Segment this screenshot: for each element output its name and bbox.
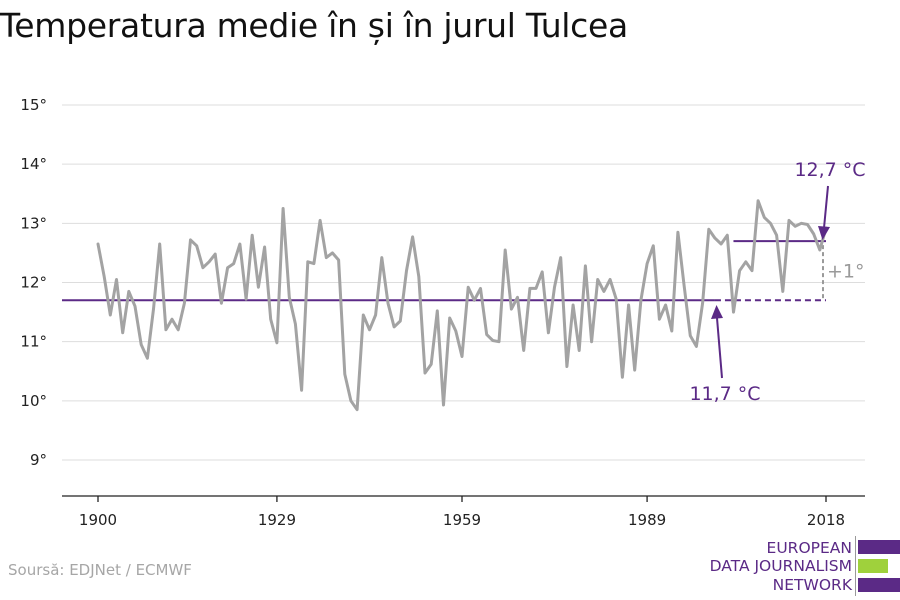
y-tick-label-15: 15° [20, 96, 47, 114]
logo-text-line-2: DATA JOURNALISM [709, 557, 852, 575]
x-tick-label-1900: 1900 [79, 511, 117, 529]
y-axis-tick-labels: 9° 10° 11° 12° 13° 14° 15° [20, 96, 47, 469]
recent-mean-arrowhead [818, 226, 830, 240]
temperature-series-line [96, 199, 828, 412]
grid [62, 104, 865, 461]
chart-title: Temperatura medie în și în jurul Tulcea [0, 6, 628, 45]
y-tick-label-13: 13° [20, 214, 47, 232]
x-tick-label-1989: 1989 [628, 511, 666, 529]
x-tick-label-1959: 1959 [443, 511, 481, 529]
reference-lines [62, 240, 826, 302]
x-axis-ticks: 1900 1929 1959 1989 2018 [79, 496, 845, 529]
logo-divider [855, 536, 856, 596]
logo-bar-purple-bottom [858, 578, 900, 592]
x-tick-label-2018: 2018 [807, 511, 845, 529]
y-tick-label-12: 12° [20, 274, 47, 292]
recent-mean-label: 12,7 °C [794, 159, 865, 181]
y-tick-label-11: 11° [20, 333, 47, 351]
y-tick-label-9: 9° [30, 451, 47, 469]
logo-text-line-1: EUROPEAN [766, 539, 852, 557]
baseline-mean-arrowhead [711, 305, 723, 319]
difference-label: +1° [827, 261, 865, 283]
logo-bar-purple-top [858, 540, 900, 554]
y-tick-label-10: 10° [20, 392, 47, 410]
edjnet-logo: EUROPEAN DATA JOURNALISM NETWORK [704, 536, 900, 596]
baseline-mean-arrow-shaft [716, 317, 723, 379]
logo-text-line-3: NETWORK [772, 576, 852, 594]
annotations: +1° 12,7 °C 11,7 °C [689, 159, 865, 405]
x-tick-label-1929: 1929 [258, 511, 296, 529]
recent-mean-arrow-shaft [823, 185, 829, 229]
source-note: Soursă: EDJNet / ECMWF [8, 561, 192, 579]
y-tick-label-14: 14° [20, 155, 47, 173]
baseline-mean-label: 11,7 °C [689, 383, 760, 405]
logo-bar-green [858, 559, 888, 573]
